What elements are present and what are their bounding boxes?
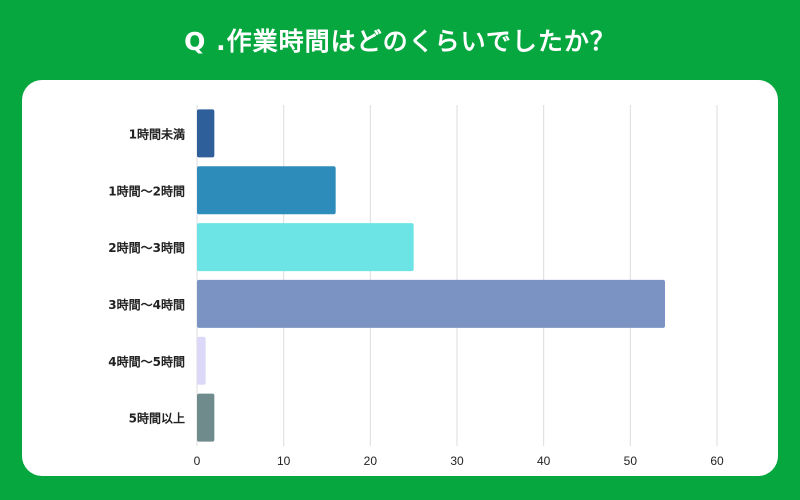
y-category-label: 3時間～4時間 — [108, 297, 185, 312]
bar — [197, 336, 206, 385]
x-tick-label: 60 — [710, 454, 724, 468]
bar — [197, 223, 414, 272]
y-category-label: 2時間～3時間 — [108, 240, 185, 255]
x-tick-label: 10 — [277, 454, 291, 468]
x-tick-label: 40 — [537, 454, 551, 468]
x-tick-label: 50 — [624, 454, 638, 468]
bar — [197, 166, 336, 215]
bar — [197, 279, 665, 328]
y-category-label: 1時間未満 — [129, 126, 185, 141]
x-tick-label: 20 — [364, 454, 378, 468]
bar — [197, 109, 215, 158]
y-category-label: 5時間以上 — [129, 411, 185, 426]
chart-title: Q .作業時間はどのくらいでしたか？ — [184, 27, 616, 56]
x-tick-label: 0 — [194, 454, 201, 468]
y-category-label: 1時間～2時間 — [108, 183, 185, 198]
bar — [197, 393, 215, 442]
chart-card — [22, 80, 778, 476]
x-tick-label: 30 — [450, 454, 464, 468]
y-category-label: 4時間～5時間 — [108, 354, 185, 369]
